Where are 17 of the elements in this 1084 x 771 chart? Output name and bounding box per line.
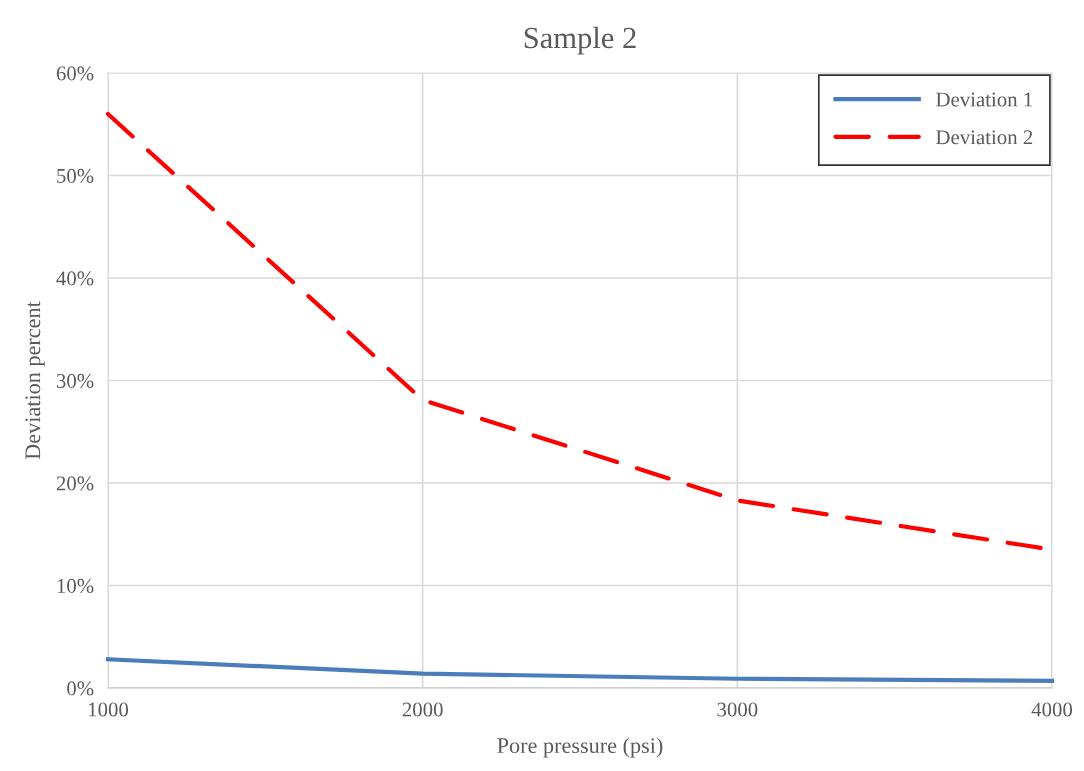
y-tick-label: 60%: [56, 66, 94, 81]
y-axis-title: Deviation percent: [25, 301, 45, 460]
chart-title: Sample 2: [524, 26, 636, 55]
legend-label: Deviation 2: [936, 130, 1033, 145]
x-tick-label: 2000: [402, 702, 443, 717]
y-tick-label: 10%: [57, 578, 94, 593]
y-tick-label: 50%: [57, 168, 94, 183]
x-tick-label: 4000: [1031, 702, 1073, 717]
x-axis-title: Pore pressure (psi): [497, 737, 663, 758]
y-tick-label: 0%: [67, 681, 94, 696]
x-tick-label: 1000: [89, 702, 129, 717]
y-tick-label: 30%: [56, 373, 94, 388]
x-tick-label: 3000: [717, 702, 758, 717]
line-series: [105, 657, 1055, 683]
legend-label: Deviation 1: [936, 92, 1032, 107]
y-tick-label: 40%: [56, 271, 94, 286]
y-tick-label: 20%: [56, 476, 94, 491]
